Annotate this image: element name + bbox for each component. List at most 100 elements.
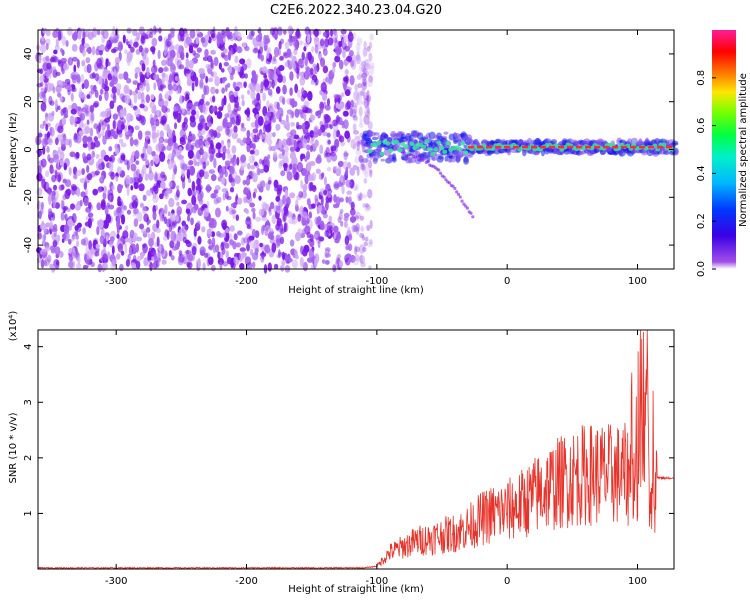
spectrogram-track-halo: [448, 157, 457, 163]
spectrogram-noise-cell: [234, 55, 239, 64]
spectrogram-noise-cell: [109, 236, 115, 242]
spectrogram-noise-cell: [304, 26, 311, 36]
spectrogram-noise-cell: [264, 113, 268, 122]
spectrogram-noise-cell: [237, 197, 243, 205]
spectrogram-noise-cell: [116, 166, 122, 174]
spectrogram-noise-cell: [82, 135, 88, 144]
spectrogram-noise-cell: [308, 211, 313, 219]
spectrogram-track-mid: [538, 147, 544, 152]
spectrogram-noise-cell: [242, 137, 248, 144]
spectrogram-noise-cell: [60, 47, 63, 53]
spectrogram-noise-cell: [41, 137, 48, 148]
spectrogram-noise-cell: [177, 153, 182, 161]
spectrogram-noise-cell: [185, 208, 191, 214]
spectrogram-noise-cell: [295, 28, 301, 38]
spectrogram-noise-cell: [161, 259, 167, 265]
spectrogram-noise-cell: [344, 89, 351, 97]
spectrogram-noise-cell: [132, 28, 138, 37]
spectrogram-noise-cell: [116, 233, 120, 239]
spectrogram-track-halo: [456, 154, 464, 158]
spectrogram-noise-cell: [104, 205, 109, 216]
spectrogram-noise-cell: [240, 94, 245, 100]
spectrogram-noise-cell: [49, 263, 54, 269]
spectrogram-noise-cell: [259, 242, 264, 248]
spectrogram-noise-cell: [213, 130, 218, 138]
spectrogram-noise-cell: [193, 227, 197, 237]
spectrogram-noise-cell: [59, 159, 65, 167]
spectrogram-noise-cell: [230, 177, 235, 183]
spectrogram-noise-cell: [192, 50, 196, 56]
spectrogram-noise-cell: [225, 190, 229, 200]
spectrogram-noise-cell: [360, 60, 367, 67]
spectrogram-noise-cell: [55, 71, 61, 77]
spectrogram-track-mid: [430, 151, 436, 157]
spectrogram-noise-cell: [309, 233, 314, 243]
spectrogram-noise-cell: [362, 203, 366, 208]
spectrogram-noise-cell: [233, 91, 239, 97]
spectrogram-noise-cell: [356, 37, 363, 46]
spectrogram-noise-cell: [315, 78, 319, 86]
spectrogram-noise-cell: [187, 261, 193, 269]
spectrogram-noise-cell: [363, 95, 369, 101]
spectrogram-noise-cell: [293, 139, 297, 150]
spectrogram-noise-cell: [194, 139, 201, 149]
spectrogram-noise-cell: [324, 230, 329, 237]
spectrogram-noise-cell: [337, 216, 342, 224]
spectrogram-noise-cell: [361, 72, 368, 79]
spectrogram-noise-cell: [124, 237, 131, 243]
spectrogram-noise-cell: [209, 153, 214, 163]
spectrogram-noise-cell: [53, 227, 58, 238]
spectrogram-noise-cell: [87, 201, 92, 209]
spectrogram-noise-cell: [245, 58, 252, 69]
spectrogram-noise-cell: [190, 145, 195, 151]
spectrogram-noise-cell: [271, 214, 277, 225]
spectrogram-noise-cell: [289, 87, 293, 96]
spectrogram-noise-cell: [44, 116, 49, 123]
spectrogram-noise-cell: [230, 202, 237, 208]
spectrogram-noise-cell: [164, 204, 168, 215]
spectrogram-track-mid: [367, 149, 373, 154]
spectrogram-noise-cell: [365, 95, 372, 102]
spectrogram-noise-cell: [368, 169, 373, 174]
spectrogram-noise-cell: [40, 158, 47, 168]
spectrogram-noise-cell: [317, 240, 321, 249]
spectrogram-noise-cell: [274, 144, 280, 149]
spectrogram-noise-cell: [108, 156, 113, 162]
spectrogram-noise-cell: [257, 115, 264, 127]
spectrogram-noise-cell: [49, 126, 53, 136]
spectrogram-noise-cell: [51, 174, 57, 183]
spectrogram-noise-cell: [114, 147, 120, 156]
spectrogram-noise-cell: [228, 65, 232, 74]
spectrogram-noise-cell: [319, 107, 324, 114]
spectrogram-noise-cell: [367, 121, 373, 130]
spectrogram-noise-cell: [338, 59, 344, 70]
spectrogram-noise-cell: [146, 226, 151, 233]
spectrogram-noise-cell: [254, 83, 261, 92]
spectrogram-x-tick-label: -200: [235, 276, 258, 287]
spectrogram-noise-cell: [223, 54, 229, 62]
spectrogram-noise-cell: [320, 81, 327, 93]
spectrogram-noise-cell: [117, 41, 123, 52]
spectrogram-noise-cell: [116, 88, 121, 96]
spectrogram-noise-cell: [101, 130, 105, 138]
spectrogram-noise-cell: [278, 64, 285, 71]
spectrogram-noise-cell: [170, 159, 176, 170]
spectrogram-noise-cell: [286, 109, 293, 115]
spectrogram-noise-cell: [362, 67, 366, 75]
spectrogram-noise-cell: [187, 187, 193, 197]
spectrogram-noise-cell: [196, 178, 201, 186]
spectrogram-noise-cell: [344, 102, 350, 111]
spectrogram-noise-cell: [197, 122, 203, 131]
spectrogram-noise-cell: [326, 190, 332, 199]
spectrogram-noise-cell: [199, 78, 204, 89]
spectrogram-noise-cell: [256, 167, 261, 176]
spectrogram-noise-cell: [191, 82, 195, 92]
spectrogram-noise-cell: [205, 101, 210, 106]
spectrogram-noise-cell: [220, 176, 226, 185]
spectrogram-noise-cell: [199, 191, 204, 199]
spectrogram-noise-cell: [112, 120, 116, 130]
spectrogram-noise-cell: [322, 32, 327, 37]
spectrogram-noise-cell: [239, 58, 246, 65]
spectrogram-noise-cell: [233, 103, 239, 113]
snr-x-tick-label: 100: [628, 576, 647, 587]
